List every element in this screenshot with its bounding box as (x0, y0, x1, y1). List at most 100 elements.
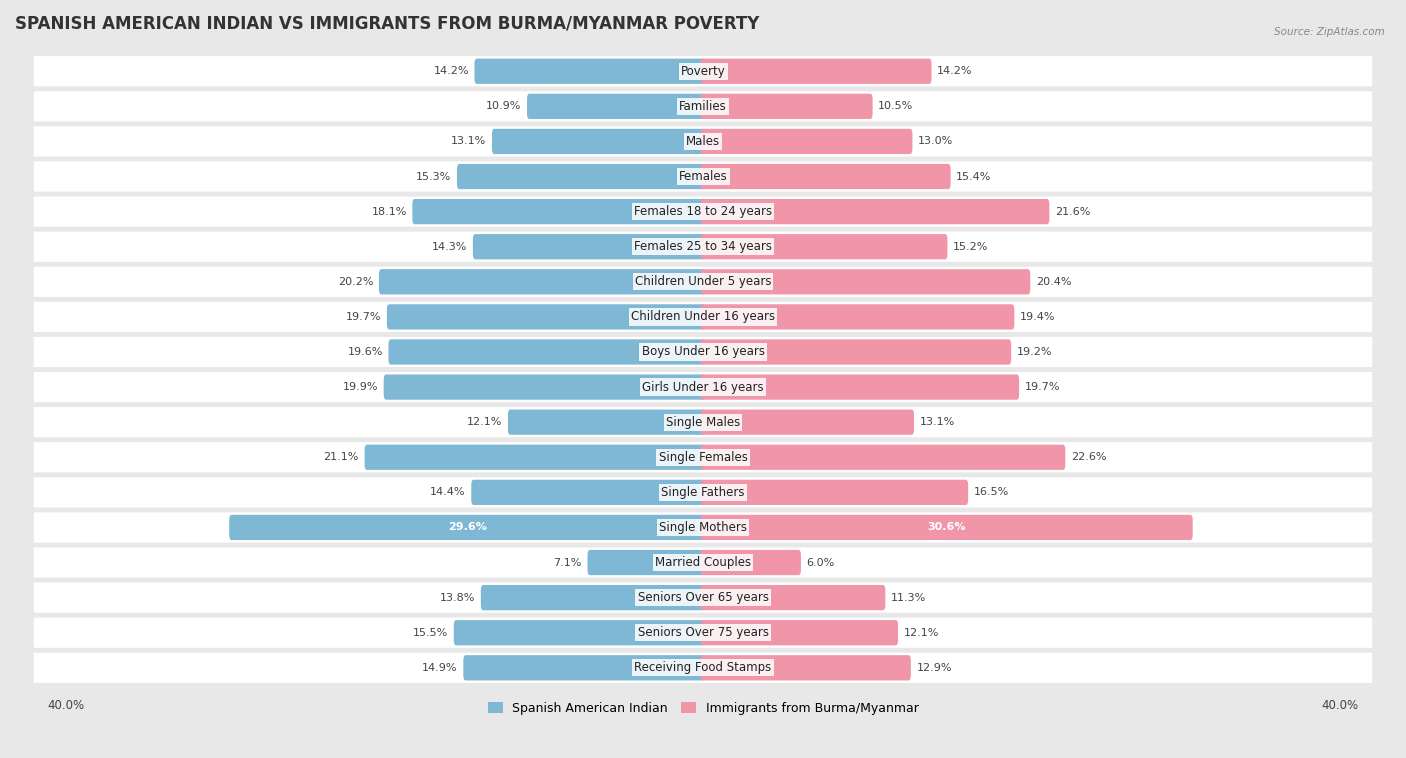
Text: Girls Under 16 years: Girls Under 16 years (643, 381, 763, 393)
Text: Males: Males (686, 135, 720, 148)
Text: 30.6%: 30.6% (928, 522, 966, 532)
FancyBboxPatch shape (700, 445, 1066, 470)
Text: 14.4%: 14.4% (430, 487, 465, 497)
Text: 14.2%: 14.2% (938, 66, 973, 77)
Text: 14.9%: 14.9% (422, 662, 458, 673)
FancyBboxPatch shape (34, 232, 1372, 262)
FancyBboxPatch shape (700, 94, 873, 119)
FancyBboxPatch shape (34, 56, 1372, 86)
FancyBboxPatch shape (34, 161, 1372, 192)
Text: 14.3%: 14.3% (432, 242, 467, 252)
FancyBboxPatch shape (229, 515, 706, 540)
Text: 15.2%: 15.2% (953, 242, 988, 252)
FancyBboxPatch shape (34, 267, 1372, 297)
Text: 10.9%: 10.9% (486, 102, 522, 111)
Text: 20.4%: 20.4% (1036, 277, 1071, 287)
FancyBboxPatch shape (481, 585, 706, 610)
FancyBboxPatch shape (700, 409, 914, 435)
FancyBboxPatch shape (588, 550, 706, 575)
Legend: Spanish American Indian, Immigrants from Burma/Myanmar: Spanish American Indian, Immigrants from… (482, 697, 924, 719)
FancyBboxPatch shape (34, 196, 1372, 227)
Text: 10.5%: 10.5% (879, 102, 914, 111)
Text: Single Females: Single Females (658, 451, 748, 464)
FancyBboxPatch shape (700, 199, 1049, 224)
FancyBboxPatch shape (457, 164, 706, 190)
Text: Married Couples: Married Couples (655, 556, 751, 569)
FancyBboxPatch shape (700, 234, 948, 259)
Text: Seniors Over 65 years: Seniors Over 65 years (637, 591, 769, 604)
Text: 18.1%: 18.1% (371, 207, 406, 217)
FancyBboxPatch shape (34, 302, 1372, 332)
Text: Females: Females (679, 170, 727, 183)
Text: 12.1%: 12.1% (904, 628, 939, 637)
Text: 13.8%: 13.8% (440, 593, 475, 603)
Text: 13.1%: 13.1% (920, 417, 955, 428)
Text: 19.4%: 19.4% (1019, 312, 1056, 322)
FancyBboxPatch shape (34, 91, 1372, 121)
FancyBboxPatch shape (378, 269, 706, 294)
Text: 6.0%: 6.0% (807, 558, 835, 568)
Text: Boys Under 16 years: Boys Under 16 years (641, 346, 765, 359)
Text: 15.4%: 15.4% (956, 171, 991, 181)
Text: 22.6%: 22.6% (1071, 453, 1107, 462)
Text: 15.3%: 15.3% (416, 171, 451, 181)
FancyBboxPatch shape (34, 407, 1372, 437)
Text: 7.1%: 7.1% (554, 558, 582, 568)
FancyBboxPatch shape (700, 164, 950, 190)
FancyBboxPatch shape (700, 550, 801, 575)
FancyBboxPatch shape (471, 480, 706, 505)
Text: Source: ZipAtlas.com: Source: ZipAtlas.com (1274, 27, 1385, 36)
FancyBboxPatch shape (464, 655, 706, 681)
Text: Children Under 16 years: Children Under 16 years (631, 310, 775, 324)
Text: Single Mothers: Single Mothers (659, 521, 747, 534)
Text: Females 25 to 34 years: Females 25 to 34 years (634, 240, 772, 253)
Text: 19.2%: 19.2% (1017, 347, 1052, 357)
Text: 19.7%: 19.7% (346, 312, 381, 322)
FancyBboxPatch shape (492, 129, 706, 154)
Text: 16.5%: 16.5% (974, 487, 1010, 497)
FancyBboxPatch shape (34, 547, 1372, 578)
Text: 21.6%: 21.6% (1054, 207, 1090, 217)
FancyBboxPatch shape (34, 372, 1372, 402)
FancyBboxPatch shape (700, 480, 969, 505)
Text: 13.1%: 13.1% (451, 136, 486, 146)
Text: 15.5%: 15.5% (413, 628, 449, 637)
Text: 12.1%: 12.1% (467, 417, 502, 428)
Text: 11.3%: 11.3% (891, 593, 927, 603)
Text: 20.2%: 20.2% (337, 277, 374, 287)
Text: SPANISH AMERICAN INDIAN VS IMMIGRANTS FROM BURMA/MYANMAR POVERTY: SPANISH AMERICAN INDIAN VS IMMIGRANTS FR… (15, 15, 759, 33)
FancyBboxPatch shape (34, 583, 1372, 612)
FancyBboxPatch shape (700, 58, 932, 84)
Text: Females 18 to 24 years: Females 18 to 24 years (634, 205, 772, 218)
Text: Children Under 5 years: Children Under 5 years (634, 275, 772, 288)
Text: 12.9%: 12.9% (917, 662, 952, 673)
FancyBboxPatch shape (700, 620, 898, 645)
FancyBboxPatch shape (34, 478, 1372, 507)
FancyBboxPatch shape (700, 515, 1192, 540)
Text: 21.1%: 21.1% (323, 453, 359, 462)
Text: 14.2%: 14.2% (433, 66, 468, 77)
FancyBboxPatch shape (387, 304, 706, 330)
FancyBboxPatch shape (700, 655, 911, 681)
Text: Seniors Over 75 years: Seniors Over 75 years (637, 626, 769, 639)
Text: 19.6%: 19.6% (347, 347, 382, 357)
Text: Single Fathers: Single Fathers (661, 486, 745, 499)
FancyBboxPatch shape (700, 304, 1014, 330)
Text: Families: Families (679, 100, 727, 113)
FancyBboxPatch shape (388, 340, 706, 365)
FancyBboxPatch shape (700, 374, 1019, 399)
FancyBboxPatch shape (474, 58, 706, 84)
FancyBboxPatch shape (454, 620, 706, 645)
Text: 19.7%: 19.7% (1025, 382, 1060, 392)
FancyBboxPatch shape (527, 94, 706, 119)
FancyBboxPatch shape (700, 129, 912, 154)
FancyBboxPatch shape (34, 653, 1372, 683)
FancyBboxPatch shape (700, 340, 1011, 365)
FancyBboxPatch shape (700, 585, 886, 610)
FancyBboxPatch shape (34, 618, 1372, 648)
FancyBboxPatch shape (34, 442, 1372, 472)
FancyBboxPatch shape (364, 445, 706, 470)
Text: 19.9%: 19.9% (343, 382, 378, 392)
Text: Receiving Food Stamps: Receiving Food Stamps (634, 661, 772, 675)
FancyBboxPatch shape (34, 512, 1372, 543)
